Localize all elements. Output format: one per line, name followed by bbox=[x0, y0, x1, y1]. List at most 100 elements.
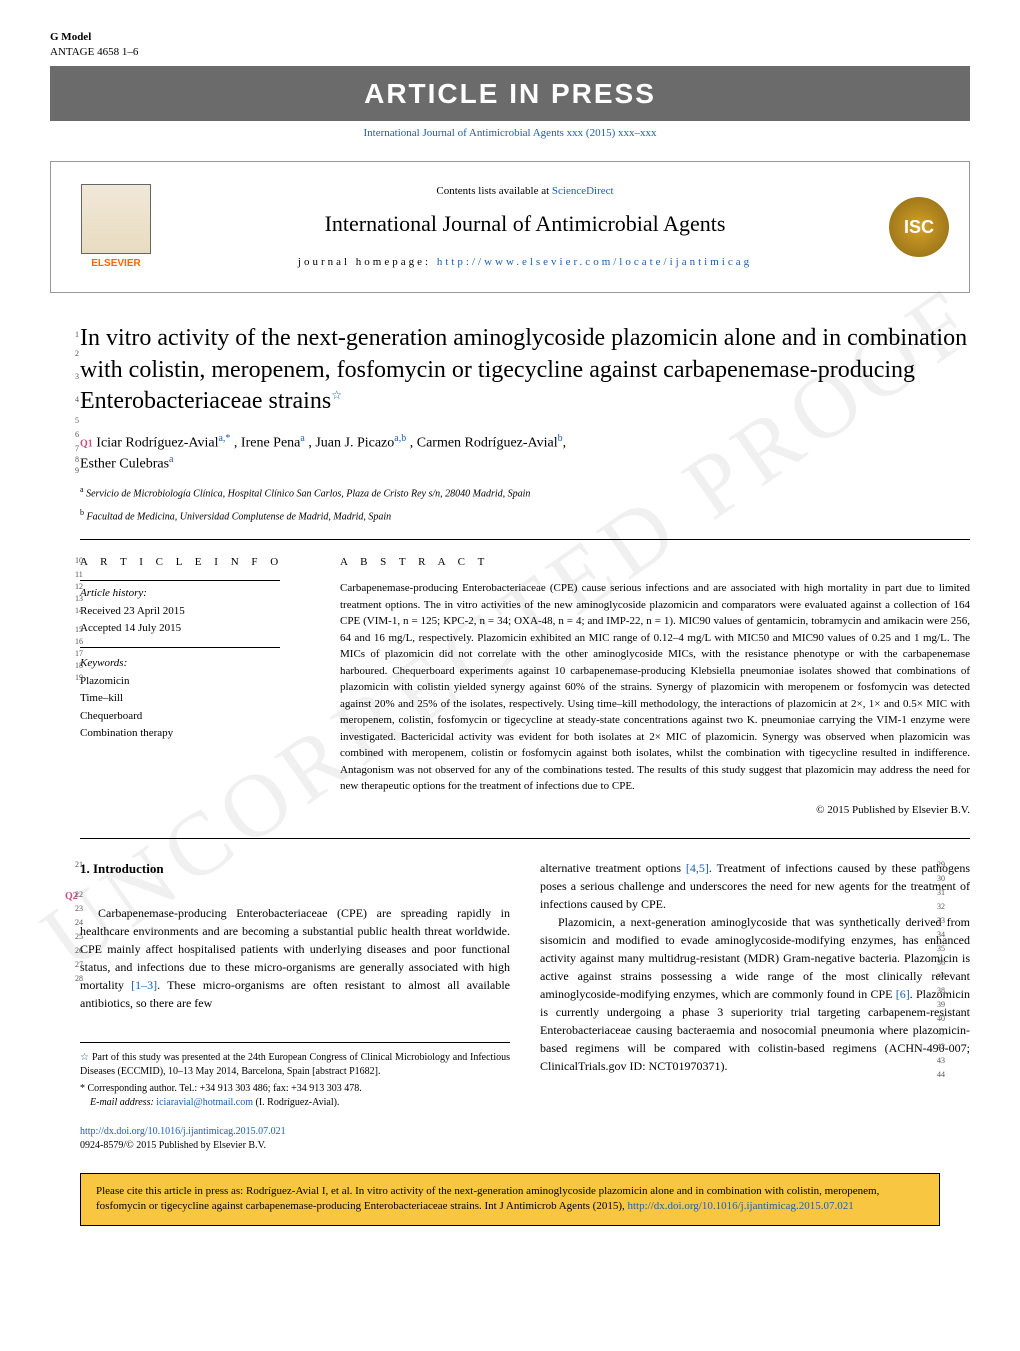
line-number: 25 bbox=[75, 933, 83, 941]
title-text: In vitro activity of the next-generation… bbox=[80, 325, 967, 413]
author-1: Iciar Rodríguez-Avial bbox=[96, 436, 218, 451]
body-paragraph: alternative treatment options [4,5]. Tre… bbox=[540, 859, 970, 913]
line-number: 18 bbox=[75, 662, 83, 670]
line-number: 41 bbox=[937, 1029, 945, 1037]
contents-label: Contents lists available at bbox=[436, 185, 551, 197]
q1-marker: Q1 bbox=[80, 439, 93, 450]
line-number: 34 bbox=[937, 931, 945, 939]
doi-link[interactable]: http://dx.doi.org/10.1016/j.ijantimicag.… bbox=[80, 1126, 286, 1137]
body-paragraph: Carbapenemase-producing Enterobacteriace… bbox=[80, 904, 510, 1012]
keyword: Combination therapy bbox=[80, 726, 300, 741]
line-number: 33 bbox=[937, 917, 945, 925]
line-number: 5 bbox=[75, 417, 79, 425]
abstract-header: A B S T R A C T bbox=[340, 555, 970, 570]
line-number: 8 bbox=[75, 456, 79, 464]
line-number: 40 bbox=[937, 1015, 945, 1023]
footnote-area: ☆ Part of this study was presented at th… bbox=[80, 1042, 510, 1110]
author-2-sup: a bbox=[300, 433, 304, 444]
g-model-label: G Model bbox=[50, 30, 138, 45]
line-number: 21 bbox=[75, 861, 83, 869]
citation-link[interactable]: [1–3] bbox=[131, 978, 157, 992]
line-number: 42 bbox=[937, 1043, 945, 1051]
body-column-right: alternative treatment options [4,5]. Tre… bbox=[540, 859, 970, 1110]
q2-marker: Q2 bbox=[65, 889, 510, 904]
elsevier-logo: ELSEVIER bbox=[71, 177, 161, 277]
line-number: 23 bbox=[75, 905, 83, 913]
line-number: 43 bbox=[937, 1057, 945, 1065]
keywords-label: Keywords: bbox=[80, 656, 300, 671]
star-icon: ☆ bbox=[331, 388, 342, 402]
divider bbox=[80, 838, 970, 839]
line-number: 4 bbox=[75, 396, 79, 404]
line-number: 29 bbox=[937, 861, 945, 869]
article-info-block: A R T I C L E I N F O Article history: R… bbox=[80, 555, 300, 818]
doi-block: http://dx.doi.org/10.1016/j.ijantimicag.… bbox=[80, 1125, 970, 1153]
info-divider bbox=[80, 580, 280, 581]
email-link[interactable]: iciaravial@hotmail.com bbox=[156, 1097, 253, 1108]
received-date: Received 23 April 2015 bbox=[80, 604, 300, 619]
line-number: 10 bbox=[75, 557, 83, 565]
author-5-sup: a bbox=[169, 454, 173, 465]
divider bbox=[80, 539, 970, 540]
line-number: 36 bbox=[937, 959, 945, 967]
line-number: 3 bbox=[75, 373, 79, 381]
article-id: ANTAGE 4658 1–6 bbox=[50, 45, 138, 60]
article-info-header: A R T I C L E I N F O bbox=[80, 555, 300, 570]
article-in-press-banner: ARTICLE IN PRESS bbox=[50, 66, 970, 121]
line-number: 12 bbox=[75, 583, 83, 591]
citation-box: Please cite this article in press as: Ro… bbox=[80, 1173, 940, 1226]
line-number: 6 bbox=[75, 431, 79, 439]
citation-link[interactable]: [6] bbox=[896, 987, 910, 1001]
sciencedirect-link[interactable]: ScienceDirect bbox=[552, 185, 614, 197]
author-4: , Carmen Rodríguez-Avial bbox=[410, 436, 558, 451]
affiliation-a: a Servicio de Microbiología Clínica, Hos… bbox=[80, 484, 970, 501]
article-title: In vitro activity of the next-generation… bbox=[80, 323, 970, 417]
line-number: 26 bbox=[75, 947, 83, 955]
line-number: 37 bbox=[937, 973, 945, 981]
line-number: 15 bbox=[75, 626, 83, 634]
history-label: Article history: bbox=[80, 586, 300, 601]
elsevier-text: ELSEVIER bbox=[91, 257, 140, 271]
line-number: 31 bbox=[937, 889, 945, 897]
line-number: 27 bbox=[75, 961, 83, 969]
author-3-sup: a,b bbox=[394, 433, 406, 444]
line-number: 14 bbox=[75, 607, 83, 615]
isc-logo-icon: ISC bbox=[889, 197, 949, 257]
body-column-left: 1. Introduction Q2 Carbapenemase-produci… bbox=[80, 859, 510, 1110]
issn-line: 0924-8579/© 2015 Published by Elsevier B… bbox=[80, 1139, 970, 1153]
line-number: 35 bbox=[937, 945, 945, 953]
top-header: G Model ANTAGE 4658 1–6 bbox=[50, 30, 970, 61]
homepage-link[interactable]: http://www.elsevier.com/locate/ijantimic… bbox=[437, 256, 752, 268]
citation-link[interactable]: [4,5] bbox=[686, 861, 709, 875]
footnote-star: ☆ Part of this study was presented at th… bbox=[80, 1051, 510, 1079]
author-2: , Irene Pena bbox=[234, 436, 300, 451]
line-number: 30 bbox=[937, 875, 945, 883]
info-divider bbox=[80, 647, 280, 648]
line-number: 38 bbox=[937, 987, 945, 995]
section-title: Introduction bbox=[93, 861, 164, 876]
abstract-text: Carbapenemase-producing Enterobacteriace… bbox=[340, 580, 970, 795]
email-line: E-mail address: iciaravial@hotmail.com (… bbox=[90, 1096, 510, 1110]
line-number: 2 bbox=[75, 350, 79, 358]
line-number: 11 bbox=[75, 571, 83, 579]
author-3: , Juan J. Picazo bbox=[308, 436, 394, 451]
keyword: Plazomicin bbox=[80, 674, 300, 689]
journal-box: ELSEVIER Contents lists available at Sci… bbox=[50, 161, 970, 293]
body-paragraph: Plazomicin, a next-generation aminoglyco… bbox=[540, 913, 970, 1075]
line-number: 13 bbox=[75, 595, 83, 603]
line-number: 22 bbox=[75, 891, 83, 899]
line-number: 9 bbox=[75, 467, 79, 475]
line-number: 44 bbox=[937, 1071, 945, 1079]
accepted-date: Accepted 14 July 2015 bbox=[80, 621, 300, 636]
line-number: 1 bbox=[75, 331, 79, 339]
keyword: Time–kill bbox=[80, 691, 300, 706]
line-number: 32 bbox=[937, 903, 945, 911]
cite-box-link[interactable]: http://dx.doi.org/10.1016/j.ijantimicag.… bbox=[627, 1200, 853, 1212]
line-number: 28 bbox=[75, 975, 83, 983]
contents-line: Contents lists available at ScienceDirec… bbox=[181, 184, 869, 199]
keyword: Chequerboard bbox=[80, 709, 300, 724]
line-number: 24 bbox=[75, 919, 83, 927]
journal-ref-link[interactable]: International Journal of Antimicrobial A… bbox=[50, 126, 970, 141]
abstract-block: A B S T R A C T Carbapenemase-producing … bbox=[340, 555, 970, 818]
line-number: 16 bbox=[75, 638, 83, 646]
